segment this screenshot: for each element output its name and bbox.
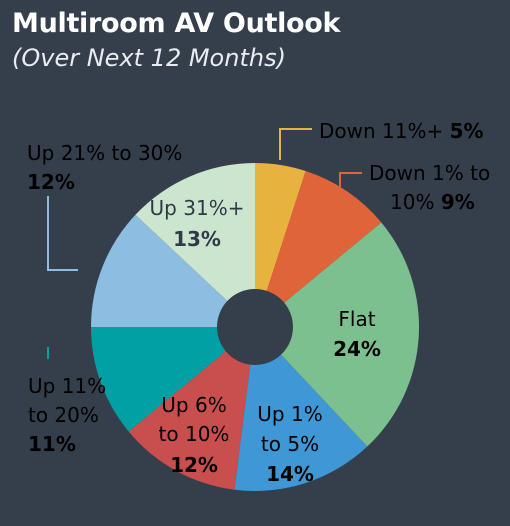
label-up-31-name: Up 31%+ xyxy=(150,196,245,220)
label-up-11-line2: to 20% xyxy=(28,403,99,427)
label-up-21-value: 12% xyxy=(27,170,75,194)
chart-title: Multiroom AV Outlook xyxy=(12,8,341,39)
label-down-1-line2: 10% 9% xyxy=(390,190,475,214)
label-up-11-value: 11% xyxy=(28,432,76,456)
pie-slice-up-31 xyxy=(135,163,255,327)
label-up-31-value: 13% xyxy=(173,227,221,251)
label-flat-value: 24% xyxy=(333,337,381,361)
pie-slice-up-1-to-5 xyxy=(234,327,368,492)
pie-slice-down-11 xyxy=(255,163,306,327)
label-up-6-value: 12% xyxy=(170,453,218,477)
label-down-1-line1: Down 1% to xyxy=(369,161,490,185)
slice-group xyxy=(91,163,420,492)
leader-line-down-11 xyxy=(279,128,312,160)
label-up-21-name: Up 21% to 30% xyxy=(27,141,182,165)
label-up-1-line2: to 5% xyxy=(261,432,319,456)
pie-slice-flat xyxy=(255,222,420,447)
pie-slice-up-6-to-10 xyxy=(128,327,255,490)
label-up-6-line2: to 10% xyxy=(159,422,230,446)
pie-slice-up-21-to-30 xyxy=(91,214,255,327)
label-up-11-line1: Up 11% xyxy=(28,374,106,398)
pie-slice-down-1-to-10 xyxy=(255,171,382,327)
leader-line-up-21 xyxy=(47,196,78,271)
label-up-1-line1: Up 1% xyxy=(257,402,322,426)
label-up-6-line1: Up 6% xyxy=(161,393,226,417)
pie-slice-up-11-to-20 xyxy=(91,327,255,432)
leader-line-down-1 xyxy=(339,172,362,191)
label-up-1-value: 14% xyxy=(266,462,314,486)
label-flat-name: Flat xyxy=(338,307,375,331)
label-down-11: Down 11%+ 5% xyxy=(319,119,484,143)
donut-hole xyxy=(217,289,293,365)
chart-subtitle: (Over Next 12 Months) xyxy=(12,44,286,72)
